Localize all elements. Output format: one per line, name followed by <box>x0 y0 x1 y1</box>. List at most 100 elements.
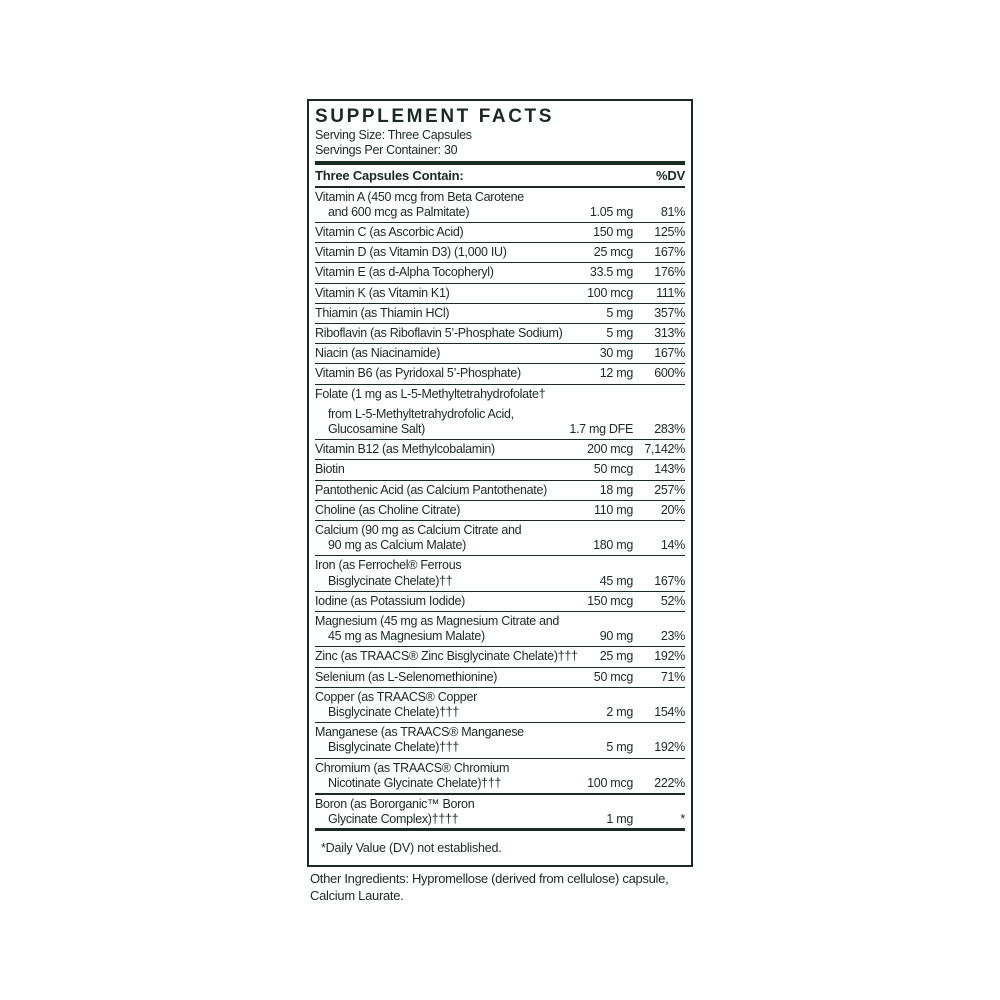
nutrient-amount: 33.5 mg <box>589 265 633 280</box>
nutrient-name: Pantothenic Acid (as Calcium Pantothenat… <box>315 483 555 498</box>
nutrient-dv: 283% <box>654 421 685 436</box>
nutrient-amount: 1 mg <box>606 812 633 827</box>
nutrient-dv: 313% <box>654 325 685 340</box>
nutrient-dv: 167% <box>654 245 685 260</box>
nutrient-name-line: Iron (as Ferrochel® Ferrous <box>315 558 462 573</box>
nutrient-amount: 90 mg <box>599 629 634 644</box>
nutrient-name-line: Biotin <box>315 462 345 477</box>
nutrient-dv: 125% <box>654 224 685 239</box>
nutrient-name-line: Vitamin E (as d-Alpha Tocopheryl) <box>315 265 494 280</box>
nutrient-name: Vitamin A (450 mcg from Beta Carotene and… <box>315 190 555 220</box>
nutrient-name-line: Vitamin K (as Vitamin K1) <box>315 285 450 300</box>
nutrient-name-line: Chromium (as TRAACS® Chromium <box>315 760 510 775</box>
table-row: Vitamin K (as Vitamin K1) 100 mcg 111% <box>315 284 685 304</box>
nutrient-name: Riboflavin (as Riboflavin 5’-Phosphate S… <box>315 326 563 341</box>
nutrient-amount: 12 mg <box>599 366 634 381</box>
nutrient-name: Vitamin B6 (as Pyridoxal 5’-Phosphate) <box>315 366 555 381</box>
nutrient-name-line: Vitamin B6 (as Pyridoxal 5’-Phosphate) <box>315 366 521 381</box>
table-row: Vitamin D (as Vitamin D3) (1,000 IU) 25 … <box>315 243 685 264</box>
dv-footnote: *Daily Value (DV) not established. <box>315 828 685 865</box>
nutrient-amount: 2 mg <box>606 704 633 719</box>
nutrient-name-line: Vitamin A (450 mcg from Beta Carotene <box>315 189 524 204</box>
nutrient-name-line: Vitamin B12 (as Methylcobalamin) <box>315 442 495 457</box>
nutrient-dv: 81% <box>660 204 685 219</box>
nutrient-name: Choline (as Choline Citrate) <box>315 503 555 518</box>
table-row: Vitamin E (as d-Alpha Tocopheryl) 33.5 m… <box>315 263 685 284</box>
nutrient-amount: 5 mg <box>606 305 633 320</box>
table-row: Pantothenic Acid (as Calcium Pantothenat… <box>315 481 685 501</box>
nutrient-name-line: Selenium (as L-Selenomethionine) <box>315 669 498 684</box>
nutrient-name-line: Niacin (as Niacinamide) <box>315 346 441 361</box>
header-divider-bar <box>315 161 685 165</box>
table-row: Chromium (as TRAACS® Chromium Nicotinate … <box>315 759 685 793</box>
nutrient-name-line: Bisglycinate Chelate)††† <box>328 704 460 719</box>
nutrient-dv: 7,142% <box>644 442 685 457</box>
table-row: Copper (as TRAACS® Copper Bisglycinate Ch… <box>315 688 685 724</box>
nutrient-name: Vitamin D (as Vitamin D3) (1,000 IU) <box>315 245 555 260</box>
table-row: Selenium (as L-Selenomethionine) 50 mcg … <box>315 668 685 688</box>
table-row: Iodine (as Potassium Iodide) 150 mcg 52% <box>315 592 685 612</box>
nutrient-amount: 50 mcg <box>593 669 634 684</box>
nutrient-dv: 20% <box>660 502 685 517</box>
servings-per-container: Servings Per Container: 30 <box>315 143 458 157</box>
table-row: Niacin (as Niacinamide) 30 mg 167% <box>315 344 685 365</box>
nutrient-amount: 5 mg <box>606 740 633 755</box>
nutrient-dv: 71% <box>660 669 685 684</box>
nutrient-name-line: Boron (as Bororganic™ Boron <box>315 797 475 811</box>
nutrient-amount: 50 mcg <box>593 462 634 477</box>
nutrient-amount: 150 mg <box>593 224 633 239</box>
nutrient-name: Magnesium (45 mg as Magnesium Citrate an… <box>315 613 560 644</box>
nutrient-name: Copper (as TRAACS® Copper Bisglycinate Ch… <box>315 690 555 720</box>
nutrient-amount: 1.05 mg <box>589 204 633 219</box>
nutrient-name-line: Magnesium (45 mg as Magnesium Citrate an… <box>315 613 560 628</box>
nutrient-name-line: Zinc (as TRAACS® Zinc Bisglycinate Chela… <box>315 649 578 664</box>
nutrient-dv: 167% <box>654 573 685 588</box>
nutrient-amount: 1.7 mg DFE <box>569 421 633 436</box>
nutrient-name: Biotin <box>315 462 555 477</box>
nutrient-dv: 600% <box>654 366 685 381</box>
nutrient-amount: 100 mcg <box>587 775 633 790</box>
nutrient-name: Boron (as Bororganic™ Boron Glycinate Com… <box>315 797 555 827</box>
table-header-row: Three Capsules Contain: %DV <box>315 165 685 188</box>
nutrient-name: Chromium (as TRAACS® Chromium Nicotinate … <box>315 761 555 791</box>
nutrient-amount: 110 mg <box>594 502 633 517</box>
nutrient-dv: 192% <box>654 740 685 755</box>
table-header-dv: %DV <box>655 167 685 183</box>
nutrient-name: Zinc (as TRAACS® Zinc Bisglycinate Chela… <box>315 649 578 664</box>
nutrient-amount: 30 mg <box>599 346 634 361</box>
nutrient-dv: 154% <box>654 704 685 719</box>
table-row: Vitamin B6 (as Pyridoxal 5’-Phosphate) 1… <box>315 364 685 385</box>
nutrient-amount: 150 mcg <box>587 593 633 608</box>
nutrient-name-line: and 600 mcg as Palmitate) <box>328 204 470 219</box>
nutrient-name: Vitamin K (as Vitamin K1) <box>315 286 555 301</box>
table-row: Iron (as Ferrochel® Ferrous Bisglycinate … <box>315 556 685 592</box>
nutrient-name-line: Folate (1 mg as L-5-Methyltetrahydrofola… <box>315 386 546 401</box>
table-row: Biotin 50 mcg 143% <box>315 460 685 481</box>
nutrient-name-line: Pantothenic Acid (as Calcium Pantothenat… <box>315 482 547 497</box>
table-row: Boron (as Bororganic™ Boron Glycinate Com… <box>315 793 685 829</box>
table-row: Folate (1 mg as L-5-Methyltetrahydrofola… <box>315 385 685 441</box>
table-row: Zinc (as TRAACS® Zinc Bisglycinate Chela… <box>315 647 685 668</box>
other-ingredients-line: Calcium Laurate. <box>310 887 404 903</box>
nutrient-amount: 100 mcg <box>587 285 633 300</box>
nutrient-name: Iron (as Ferrochel® Ferrous Bisglycinate … <box>315 558 555 588</box>
table-row: Vitamin C (as Ascorbic Acid) 150 mg 125% <box>315 223 685 244</box>
table-row: Magnesium (45 mg as Magnesium Citrate an… <box>315 612 685 648</box>
nutrient-dv: 23% <box>660 629 685 644</box>
nutrient-name: Vitamin B12 (as Methylcobalamin) <box>315 442 555 457</box>
nutrient-name: Iodine (as Potassium Iodide) <box>315 594 555 609</box>
nutrient-name-line: Glucosamine Salt) <box>328 421 426 436</box>
nutrient-name-line: Choline (as Choline Citrate) <box>315 502 461 517</box>
nutrient-amount: 25 mcg <box>593 245 634 260</box>
nutrient-name: Thiamin (as Thiamin HCl) <box>315 306 555 321</box>
nutrient-amount: 200 mcg <box>587 442 633 457</box>
nutrient-dv: 52% <box>660 593 685 608</box>
nutrient-name: Manganese (as TRAACS® Manganese Bisglycin… <box>315 725 555 755</box>
nutrient-name: Vitamin E (as d-Alpha Tocopheryl) <box>315 265 555 280</box>
nutrient-dv: 192% <box>654 649 685 664</box>
serving-size: Serving Size: Three Capsules <box>315 128 472 142</box>
nutrient-dv: 143% <box>654 462 685 477</box>
nutrient-name-line: Vitamin C (as Ascorbic Acid) <box>315 224 464 239</box>
nutrient-name: Calcium (90 mg as Calcium Citrate and 90 … <box>315 523 555 553</box>
